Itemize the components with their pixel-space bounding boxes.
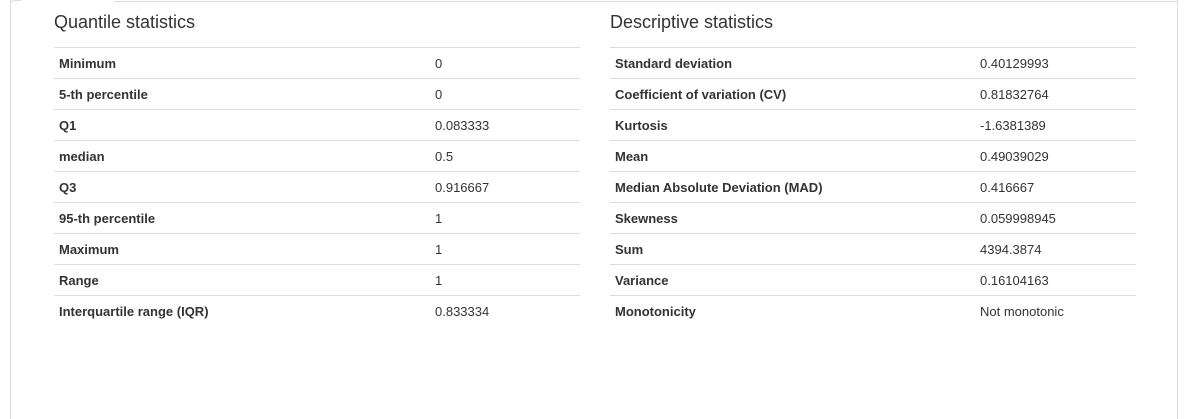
row-value: 0 [430, 47, 580, 79]
row-label: Coefficient of variation (CV) [610, 78, 975, 110]
table-row: Median Absolute Deviation (MAD) 0.416667 [610, 171, 1136, 203]
row-label: 5-th percentile [54, 78, 430, 110]
row-value: 0.083333 [430, 109, 580, 141]
row-label: Standard deviation [610, 47, 975, 79]
row-value: 1 [430, 264, 580, 296]
table-row: 95-th percentile 1 [54, 202, 580, 234]
row-value: 0.81832764 [975, 78, 1136, 110]
row-label: Q1 [54, 109, 430, 141]
table-row: Monotonicity Not monotonic [610, 295, 1136, 327]
table-row: Minimum 0 [54, 47, 580, 79]
table-row: Mean 0.49039029 [610, 140, 1136, 172]
row-label: median [54, 140, 430, 172]
row-value: 0.49039029 [975, 140, 1136, 172]
row-value: 0.916667 [430, 171, 580, 203]
row-label: 95-th percentile [54, 202, 430, 234]
tab-corner [10, 0, 21, 5]
table-row: 5-th percentile 0 [54, 78, 580, 110]
table-row: Q3 0.916667 [54, 171, 580, 203]
row-label: Kurtosis [610, 109, 975, 141]
tab-divider [114, 1, 1177, 2]
table-row: Kurtosis -1.6381389 [610, 109, 1136, 141]
row-label: Variance [610, 264, 975, 296]
table-row: median 0.5 [54, 140, 580, 172]
row-label: Monotonicity [610, 295, 975, 327]
statistics-panel [10, 0, 1178, 419]
row-value: 0 [430, 78, 580, 110]
table-row: Coefficient of variation (CV) 0.81832764 [610, 78, 1136, 110]
row-value: 0.059998945 [975, 202, 1136, 234]
row-value: 1 [430, 202, 580, 234]
row-label: Mean [610, 140, 975, 172]
quantile-statistics-table: Minimum 0 5-th percentile 0 Q1 0.083333 … [54, 47, 580, 327]
row-value: 0.416667 [975, 171, 1136, 203]
table-row: Q1 0.083333 [54, 109, 580, 141]
row-value: 0.40129993 [975, 47, 1136, 79]
table-row: Range 1 [54, 264, 580, 296]
table-row: Skewness 0.059998945 [610, 202, 1136, 234]
row-value: 0.5 [430, 140, 580, 172]
row-label: Maximum [54, 233, 430, 265]
descriptive-statistics-title: Descriptive statistics [610, 12, 774, 32]
row-value: 0.16104163 [975, 264, 1136, 296]
row-label: Median Absolute Deviation (MAD) [610, 171, 975, 203]
row-value: 4394.3874 [975, 233, 1136, 265]
table-row: Variance 0.16104163 [610, 264, 1136, 296]
row-value: 0.833334 [430, 295, 580, 327]
quantile-statistics-title: Quantile statistics [54, 12, 196, 32]
table-row: Standard deviation 0.40129993 [610, 47, 1136, 79]
row-label: Q3 [54, 171, 430, 203]
row-label: Sum [610, 233, 975, 265]
row-label: Range [54, 264, 430, 296]
row-label: Interquartile range (IQR) [54, 295, 430, 327]
table-row: Interquartile range (IQR) 0.833334 [54, 295, 580, 327]
row-value: Not monotonic [975, 295, 1136, 327]
row-label: Minimum [54, 47, 430, 79]
row-value: 1 [430, 233, 580, 265]
descriptive-statistics-table: Standard deviation 0.40129993 Coefficien… [610, 47, 1136, 327]
row-label: Skewness [610, 202, 975, 234]
table-row: Maximum 1 [54, 233, 580, 265]
table-row: Sum 4394.3874 [610, 233, 1136, 265]
row-value: -1.6381389 [975, 109, 1136, 141]
